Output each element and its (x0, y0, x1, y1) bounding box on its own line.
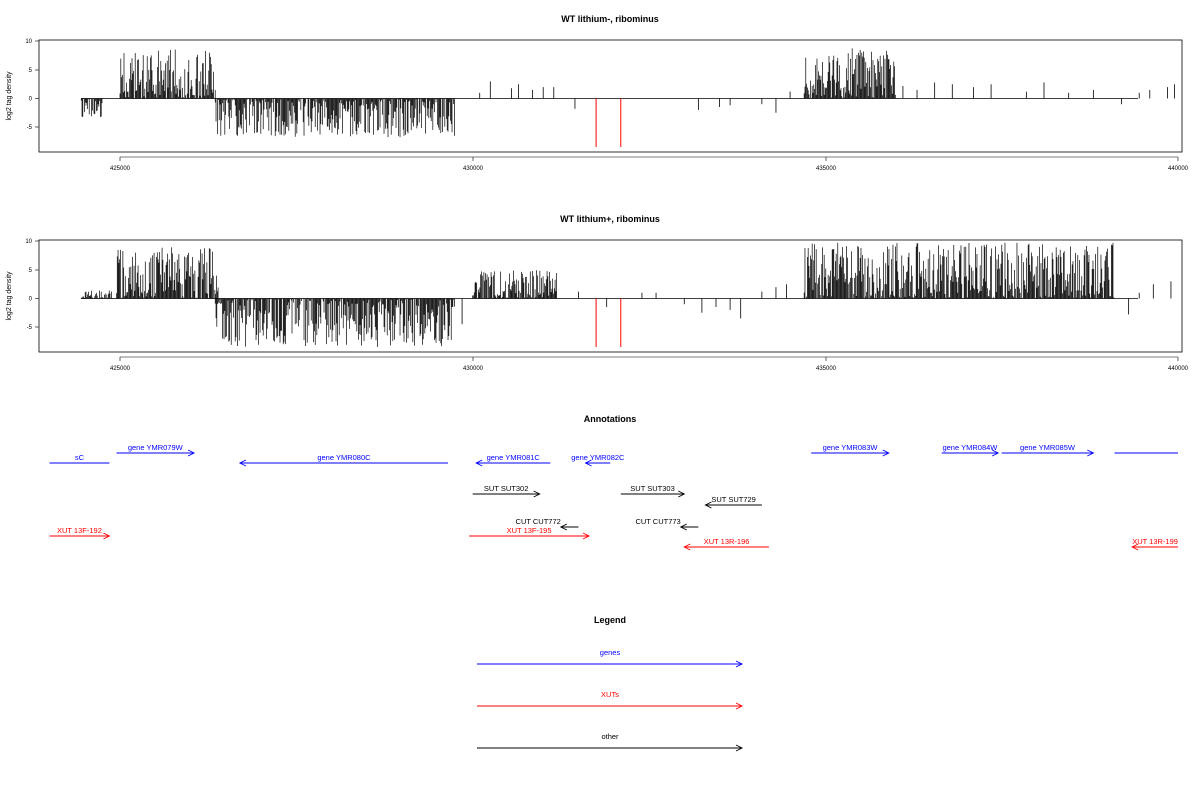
panel1-frame (38, 39, 1183, 153)
panel1-xtick-label: 435000 (816, 166, 837, 172)
annotation-feature: SUT SUT729 (704, 495, 762, 509)
panel1-signal-bars (80, 48, 1175, 147)
arrowhead-left-icon (704, 501, 712, 509)
annotation-feature: XUT 13R-196 (683, 537, 769, 551)
arrowhead-right-icon (533, 490, 541, 498)
annotation-feature: XUT 13F-192 (49, 526, 111, 540)
feature-label: XUT 13R-196 (704, 537, 750, 546)
arrowhead-right-icon (882, 449, 890, 457)
panel1-xtick-label: 425000 (110, 166, 131, 172)
feature-label: gene YMR082C (571, 453, 625, 462)
annotation-feature: gene YMR083W (811, 443, 890, 457)
legend-label: XUTs (601, 690, 619, 699)
arrowhead-right-icon (735, 702, 744, 710)
feature-label: gene YMR080C (317, 453, 371, 462)
feature-label: XUT 13F-195 (507, 526, 552, 535)
annotation-feature: XUT 13R-199 (1131, 537, 1178, 551)
panel2-signal-bars (80, 242, 1172, 347)
track-panel-lithium-plus: WT lithium+, ribominus log2 tag density … (6, 214, 1189, 372)
feature-label: SUT SUT302 (484, 484, 528, 493)
arrowhead-right-icon (187, 449, 196, 457)
legend-title: Legend (594, 615, 626, 625)
legend-item: other (477, 732, 744, 752)
feature-label: XUT 13R-199 (1132, 537, 1178, 546)
annotation-feature: sC (49, 453, 110, 464)
arrowhead-right-icon (1087, 449, 1095, 457)
feature-label: gene YMR079W (128, 443, 184, 452)
arrowhead-left-icon (475, 459, 483, 467)
annotation-feature: gene YMR080C (238, 453, 448, 467)
panel1-ylabel: log2 tag density (6, 71, 13, 121)
panel2-xtick-label: 425000 (110, 366, 131, 372)
legend-label: other (601, 732, 619, 741)
feature-label: SUT SUT729 (711, 495, 755, 504)
panel1-ytick-label: 0 (29, 97, 33, 103)
track-panel-lithium-minus: WT lithium-, ribominus log2 tag density … (6, 14, 1189, 172)
arrowhead-right-icon (735, 660, 744, 668)
feature-label: gene YMR081C (487, 453, 541, 462)
arrowhead-left-icon (683, 543, 691, 551)
panel2-ytick-label: 0 (29, 297, 33, 303)
arrowhead-right-icon (582, 532, 591, 540)
annotation-feature: gene YMR084W (941, 443, 1000, 457)
legend: Legend genes XUTs other (477, 615, 744, 752)
panel1-xtick-label: 430000 (463, 166, 484, 172)
panel2-ytick-label: -5 (27, 325, 33, 331)
panel1-ytick-label: 10 (25, 39, 32, 45)
annotation-feature: gene YMR085W (1001, 443, 1095, 457)
panel1-ytick-label: 5 (29, 68, 33, 74)
legend-label: genes (600, 648, 621, 657)
panel2-xtick-label: 430000 (463, 366, 484, 372)
annotation-feature: SUT SUT303 (620, 484, 686, 498)
arrowhead-left-icon (238, 459, 247, 467)
panel2-xtick-label: 440000 (1168, 366, 1189, 372)
panel2-title: WT lithium+, ribominus (560, 214, 660, 224)
annotation-feature: CUT CUT773 (635, 517, 699, 531)
feature-label: sC (75, 453, 85, 462)
feature-label: gene YMR083W (823, 443, 879, 452)
arrowhead-right-icon (678, 490, 686, 498)
arrowhead-left-icon (1131, 543, 1139, 551)
panel1-y-axis: 10 5 0 -5 (25, 39, 39, 131)
annotation-feature: XUT 13F-195 (469, 526, 591, 540)
panel1-xtick-label: 440000 (1168, 166, 1189, 172)
arrowhead-right-icon (991, 449, 1000, 457)
feature-label: SUT SUT303 (630, 484, 674, 493)
arrowhead-right-icon (103, 532, 111, 540)
panel2-ytick-label: 5 (29, 268, 33, 274)
annotation-feature: SUT SUT302 (472, 484, 541, 498)
panel2-y-axis: 10 5 0 -5 (25, 239, 39, 331)
feature-label: CUT CUT772 (516, 517, 561, 526)
panel2-ylabel: log2 tag density (6, 271, 13, 321)
annotation-feature: gene YMR079W (116, 443, 196, 457)
annotations-track: Annotations sC gene YMR079W gene YMR080C ge… (49, 414, 1178, 551)
panel1-title: WT lithium-, ribominus (561, 14, 659, 24)
panel2-frame (38, 239, 1183, 353)
annotation-feature: CUT CUT772 (516, 517, 579, 531)
annotations-title: Annotations (584, 414, 637, 424)
legend-item: genes (477, 648, 744, 668)
feature-label: XUT 13F-192 (57, 526, 102, 535)
annotation-feature: gene YMR081C (475, 453, 551, 467)
legend-item: XUTs (477, 690, 744, 710)
arrowhead-left-icon (584, 459, 592, 467)
panel2-x-axis: 425000 430000 435000 440000 (110, 356, 1189, 372)
panel2-ytick-label: 10 (25, 239, 32, 245)
feature-label: gene YMR085W (1020, 443, 1076, 452)
feature-label: gene YMR084W (942, 443, 998, 452)
panel2-xtick-label: 435000 (816, 366, 837, 372)
arrowhead-left-icon (679, 523, 687, 531)
annotation-feature: gene YMR082C (571, 453, 625, 467)
feature-label: CUT CUT773 (635, 517, 680, 526)
arrowhead-right-icon (735, 744, 744, 752)
panel1-x-axis: 425000 430000 435000 440000 (110, 156, 1189, 172)
panel1-ytick-label: -5 (27, 125, 33, 131)
arrowhead-left-icon (559, 523, 568, 531)
